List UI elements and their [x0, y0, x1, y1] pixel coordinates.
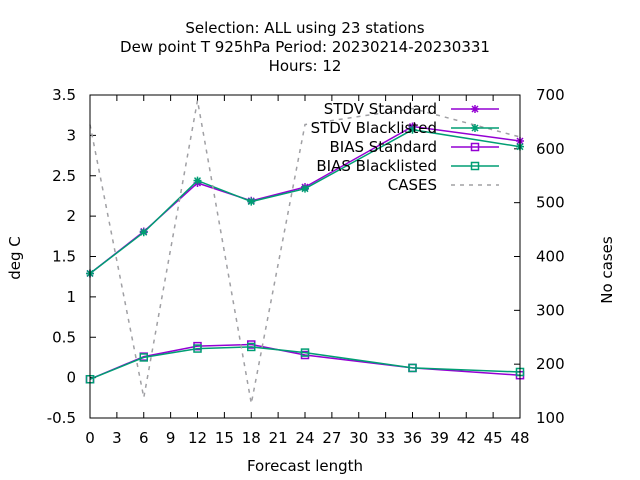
- chart-title-line-1: Selection: ALL using 23 stations: [185, 19, 424, 37]
- series-bias-standard: [85, 340, 525, 384]
- x-tick-label: 15: [215, 429, 234, 447]
- x-tick-label: 36: [403, 429, 422, 447]
- chart-title-line-2: Dew point T 925hPa Period: 20230214-2023…: [120, 38, 490, 56]
- x-tick-label: 9: [166, 429, 176, 447]
- data-point: [247, 342, 256, 352]
- series-line: [89, 346, 521, 380]
- legend-label: STDV Blacklisted: [311, 119, 437, 137]
- x-tick-label: 18: [242, 429, 261, 447]
- x-tick-label: 27: [322, 429, 341, 447]
- y-tick-label: 3.5: [52, 86, 76, 104]
- x-tick-label: 0: [85, 429, 95, 447]
- legend-label: CASES: [388, 176, 437, 194]
- data-point: [408, 363, 417, 373]
- y2-tick-label: 200: [536, 355, 565, 373]
- x-tick-label: 42: [457, 429, 476, 447]
- axis-ticks-group: 0 3 6 9 12 15 18 21 24 27 30 33 36 39 42 45 48-0.500.511…: [47, 86, 565, 447]
- legend-label: BIAS Blacklisted: [316, 157, 437, 175]
- series-stdv-blacklisted: [86, 125, 524, 278]
- x-tick-label: 24: [295, 429, 314, 447]
- x-tick-label: 45: [484, 429, 503, 447]
- y-tick-label: 2: [66, 207, 76, 225]
- legend-swatch-marker: [471, 124, 479, 132]
- series-line: [89, 128, 521, 275]
- y2-tick-label: 300: [536, 301, 565, 319]
- y-tick-label: 0: [66, 369, 76, 387]
- y-tick-label: 0.5: [52, 328, 76, 346]
- chart-title-group: Selection: ALL using 23 stations Dew poi…: [120, 19, 490, 75]
- x-tick-label: 6: [139, 429, 149, 447]
- legend-swatch-marker: [471, 105, 479, 113]
- y-tick-label: 1.5: [52, 248, 76, 266]
- data-point: [139, 353, 148, 362]
- legend-swatch-marker: [470, 142, 480, 152]
- series-stdv-standard: [86, 122, 524, 278]
- y2-tick-label: 700: [536, 86, 565, 104]
- data-point: [139, 228, 148, 237]
- chart-title-line-3: Hours: 12: [269, 57, 342, 75]
- plot-area: [85, 100, 525, 404]
- data-point: [247, 197, 256, 206]
- y2-tick-label: 600: [536, 140, 565, 158]
- x-tick-label: 39: [430, 429, 449, 447]
- y-tick-label: 2.5: [52, 167, 76, 185]
- legend-swatch-marker: [470, 161, 480, 171]
- y2-tick-label: 400: [536, 248, 565, 266]
- plot-frame: [89, 94, 521, 419]
- series-line: [89, 100, 521, 404]
- x-tick-label: 3: [112, 429, 122, 447]
- data-point: [301, 184, 309, 193]
- data-point: [300, 348, 310, 357]
- y-axis-label: deg C: [6, 236, 24, 280]
- x-axis-label: Forecast length: [247, 457, 363, 475]
- series-line: [89, 125, 521, 275]
- x-tick-label: 33: [376, 429, 395, 447]
- y2-axis-label: No cases: [598, 236, 616, 304]
- legend-label: STDV Standard: [324, 100, 437, 118]
- y-tick-label: 1: [66, 288, 76, 306]
- data-point: [408, 125, 417, 134]
- y2-tick-label: 500: [536, 194, 565, 212]
- y2-tick-label: 100: [536, 409, 565, 427]
- series-cases: [89, 100, 521, 404]
- y-tick-label: 3: [66, 126, 76, 144]
- data-point: [193, 176, 202, 185]
- x-tick-label: 21: [269, 429, 288, 447]
- x-tick-label: 12: [188, 429, 207, 447]
- y-tick-label: -0.5: [47, 409, 76, 427]
- data-point: [193, 344, 202, 353]
- legend-label: BIAS Standard: [329, 138, 437, 156]
- x-tick-label: 30: [349, 429, 368, 447]
- x-tick-label: 48: [510, 429, 529, 447]
